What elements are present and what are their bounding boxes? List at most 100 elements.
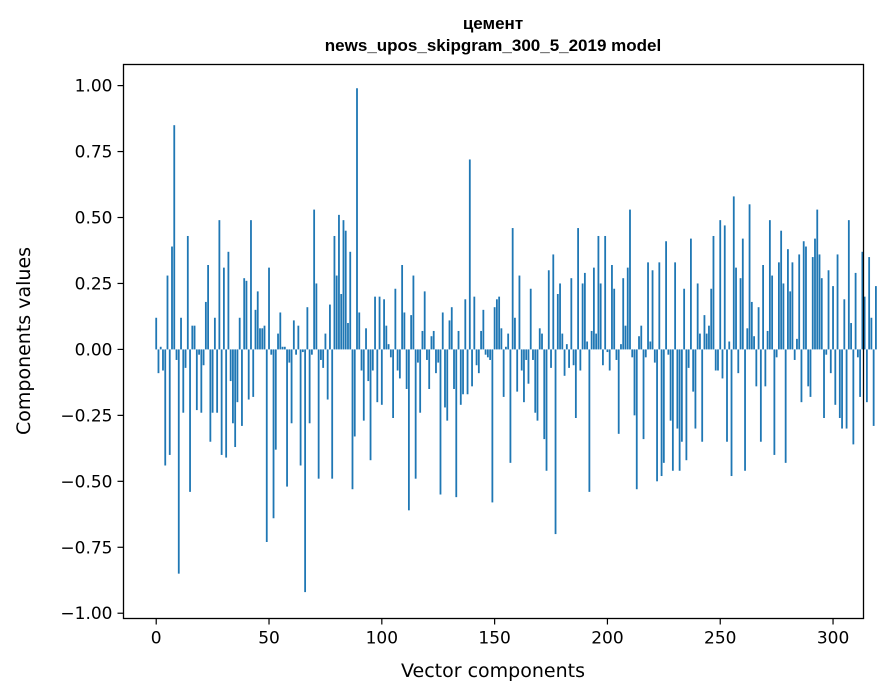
bar — [825, 349, 828, 355]
bar — [690, 238, 692, 350]
bar — [852, 349, 855, 445]
bar — [333, 235, 336, 350]
bar — [552, 254, 555, 350]
bar — [527, 349, 530, 384]
bar — [268, 267, 270, 350]
bar — [421, 330, 424, 350]
bar — [802, 241, 805, 350]
bar — [572, 349, 575, 366]
bar — [834, 349, 837, 405]
bar — [191, 325, 194, 350]
bar — [660, 349, 663, 477]
bar — [241, 349, 243, 426]
bar — [243, 278, 246, 350]
bar — [865, 349, 868, 403]
bar — [468, 159, 471, 350]
bar — [561, 333, 564, 350]
bar — [541, 333, 543, 350]
bar — [292, 320, 295, 350]
bar — [360, 349, 363, 371]
bar — [349, 251, 352, 350]
bar — [642, 349, 645, 440]
bar — [288, 349, 291, 363]
bar — [595, 333, 598, 350]
bar — [462, 349, 464, 395]
bar — [701, 349, 704, 442]
bar — [719, 220, 722, 350]
bar — [398, 349, 401, 379]
bar — [338, 214, 340, 350]
bar — [683, 288, 686, 350]
bar — [708, 325, 710, 350]
bar — [347, 323, 349, 350]
bar — [315, 283, 318, 350]
bar — [875, 286, 877, 350]
bar — [638, 336, 640, 350]
bar — [590, 330, 593, 350]
bar — [374, 296, 376, 350]
bar — [845, 349, 848, 429]
bar — [371, 349, 374, 371]
bar — [441, 312, 444, 350]
y-tick-label: −0.75 — [60, 538, 112, 558]
bar — [189, 349, 191, 492]
bar — [450, 307, 453, 350]
bar — [764, 349, 767, 387]
bar — [514, 317, 516, 350]
bar — [477, 349, 480, 374]
bar — [543, 349, 546, 440]
bar — [678, 349, 681, 471]
bar — [238, 317, 241, 350]
bar — [173, 125, 176, 350]
bar — [464, 299, 467, 350]
bar — [651, 270, 654, 350]
bar — [574, 349, 577, 418]
x-axis-label: Vector components — [401, 660, 585, 682]
bar — [685, 349, 688, 461]
bar-series — [155, 88, 877, 593]
bar — [322, 349, 325, 368]
bar — [412, 275, 415, 350]
bar — [532, 349, 534, 360]
bar — [171, 246, 173, 350]
bar — [180, 317, 182, 350]
bar — [669, 349, 672, 421]
bar — [611, 265, 613, 350]
bar — [800, 349, 803, 403]
bar — [762, 265, 764, 350]
bar — [265, 349, 268, 542]
bar — [198, 349, 200, 355]
bar — [261, 328, 264, 350]
bar — [213, 317, 216, 350]
bar — [509, 349, 512, 463]
bar — [401, 265, 404, 350]
bar — [277, 333, 279, 350]
bar — [500, 328, 503, 350]
bar — [369, 349, 372, 461]
bar — [730, 349, 733, 477]
bar — [687, 349, 690, 368]
x-tick-label: 100 — [366, 629, 398, 649]
bar — [744, 349, 746, 471]
bar — [297, 325, 300, 350]
bar — [252, 349, 255, 397]
bar — [791, 262, 794, 350]
y-tick-label: 0.25 — [75, 274, 113, 294]
bar — [714, 349, 717, 371]
bar — [696, 283, 699, 350]
bar — [577, 228, 579, 350]
bar — [739, 278, 742, 350]
bar — [868, 257, 871, 350]
bar — [193, 325, 196, 350]
bar — [340, 294, 343, 350]
bar — [254, 309, 257, 350]
bar — [710, 288, 713, 350]
bar — [365, 328, 367, 350]
x-tick-label: 0 — [151, 629, 162, 649]
bar — [856, 349, 859, 358]
bar — [588, 349, 591, 492]
bar — [859, 349, 862, 397]
bar — [270, 349, 273, 355]
bar — [757, 307, 760, 350]
bar — [766, 330, 769, 350]
